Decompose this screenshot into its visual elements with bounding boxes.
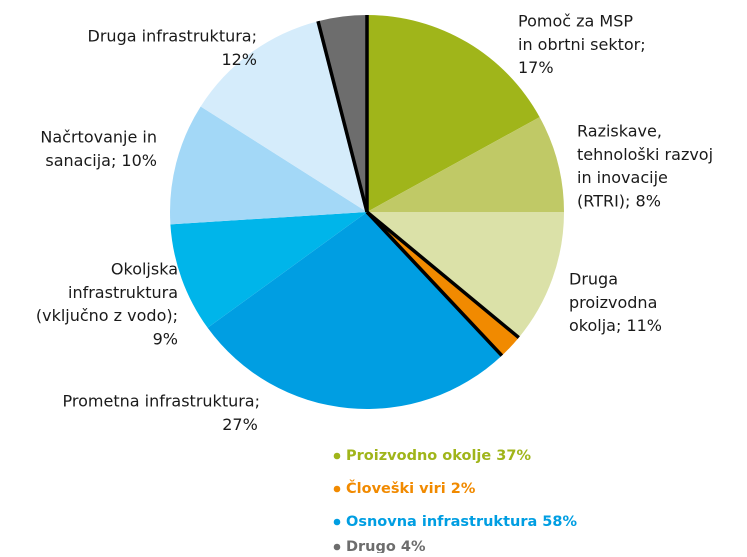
slice-label: Prometna infrastruktura; [63,392,261,411]
legend-entry: Človeški viri 2% [346,479,476,497]
slice-label: Pomoč za MSP [518,12,633,31]
pie-slice [367,212,519,356]
slice-label: (vključno z vodo); [36,306,178,325]
pie-slice [367,15,540,212]
slice-label: sanacija; 10% [45,151,157,170]
legend-entry: Drugo 4% [346,539,426,553]
pie-slice [367,117,564,212]
legend-entry: Osnovna infrastruktura 58% [346,514,577,530]
slice-label: infrastruktura [68,283,178,302]
pie-slice [207,212,502,409]
legend-bullet [333,485,341,493]
slice-label: Okoljska [111,260,178,279]
slice-label: (RTRI); 8% [577,191,661,210]
pie-slice [170,106,367,225]
legend-bullet [333,452,341,460]
legend-entry: Proizvodno okolje 37% [346,448,531,464]
slice-label: 12% [221,50,257,69]
slice-separator [365,210,504,357]
slice-label: 9% [153,329,178,348]
pie-slice [170,212,367,328]
pie-slice [367,212,565,338]
slice-separator [316,20,369,213]
slice-label: in obrtni sektor; [518,35,646,54]
slice-separator [365,210,520,339]
slice-label: 27% [222,415,258,434]
slice-label: okolja; 11% [569,316,662,335]
slice-label: 17% [518,58,554,77]
slice-label: proizvodna [569,293,657,312]
legend-bullet [333,543,341,551]
slice-label: Druga [569,270,618,289]
slice-label: tehnološki razvoj [577,145,713,164]
slice-label: Druga infrastruktura; [88,27,257,46]
slice-label: Načrtovanje in [40,128,157,147]
slice-label: Raziskave, [577,122,662,141]
pie-slice [200,21,367,212]
legend-bullet [333,518,341,526]
slice-label: in inovacije [577,168,668,187]
